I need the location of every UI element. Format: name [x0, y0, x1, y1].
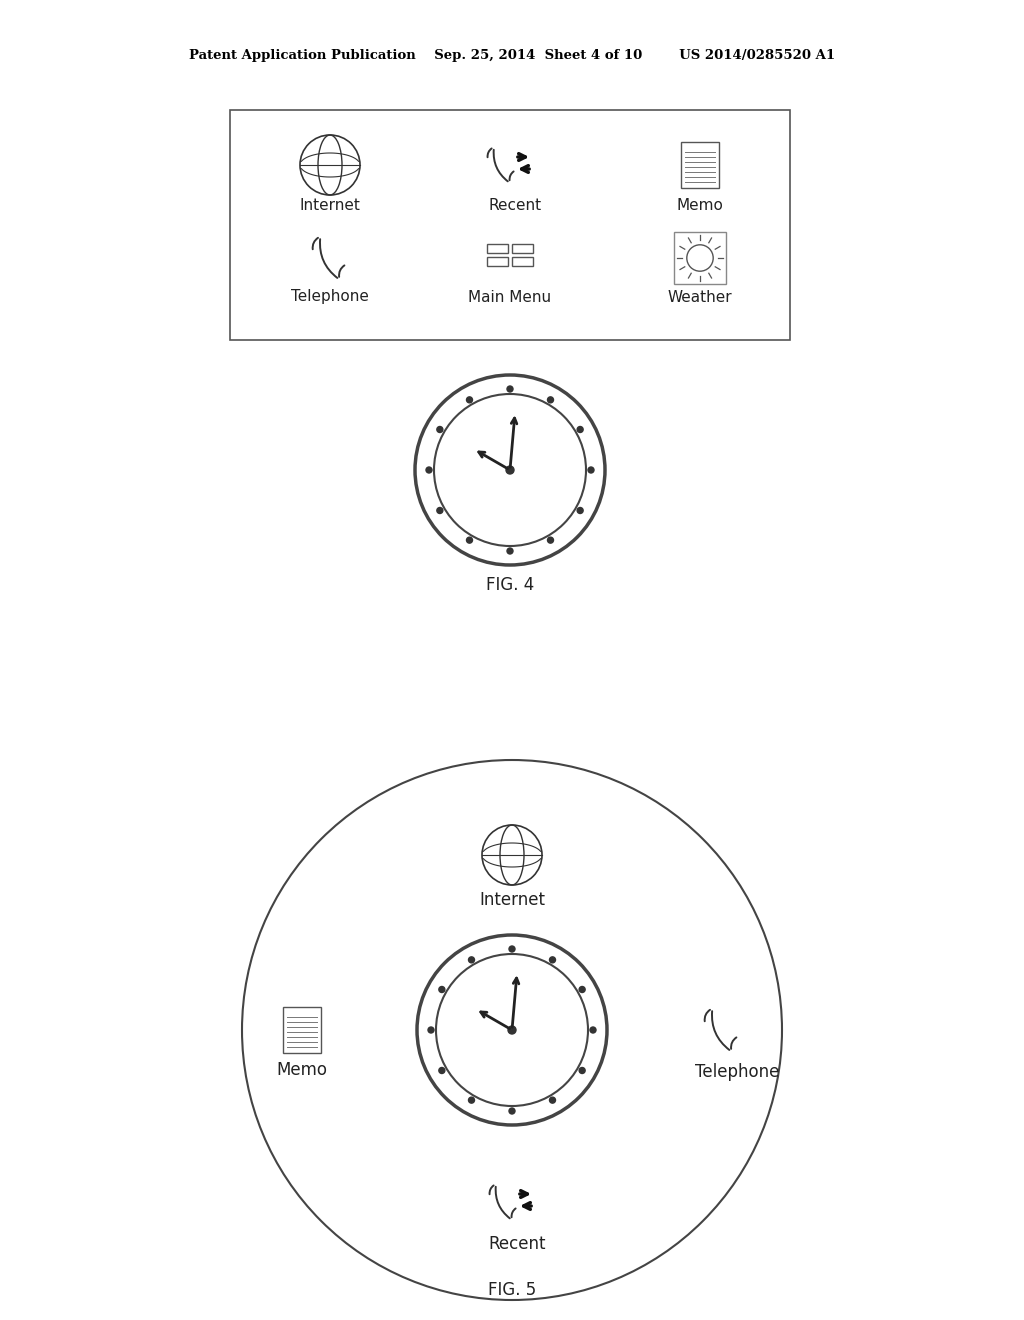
- Circle shape: [467, 537, 472, 543]
- Text: Patent Application Publication    Sep. 25, 2014  Sheet 4 of 10        US 2014/02: Patent Application Publication Sep. 25, …: [189, 49, 835, 62]
- Circle shape: [548, 397, 554, 403]
- Bar: [512, 244, 534, 253]
- Circle shape: [578, 507, 583, 513]
- Circle shape: [508, 1026, 516, 1034]
- Text: FIG. 4: FIG. 4: [485, 576, 535, 594]
- Text: FIG. 5: FIG. 5: [487, 1280, 537, 1299]
- Circle shape: [437, 507, 442, 513]
- Circle shape: [509, 1107, 515, 1114]
- Bar: [512, 257, 534, 267]
- Text: Recent: Recent: [488, 198, 542, 213]
- Circle shape: [437, 426, 442, 433]
- Bar: [487, 257, 508, 267]
- Circle shape: [590, 1027, 596, 1034]
- Circle shape: [469, 1097, 474, 1104]
- Circle shape: [439, 1068, 444, 1073]
- Circle shape: [506, 466, 514, 474]
- Bar: [681, 143, 719, 187]
- Circle shape: [580, 1068, 585, 1073]
- Circle shape: [580, 986, 585, 993]
- Text: Main Menu: Main Menu: [468, 289, 552, 305]
- Bar: [487, 244, 508, 253]
- Circle shape: [507, 385, 513, 392]
- Text: Memo: Memo: [677, 198, 723, 213]
- Text: Telephone: Telephone: [695, 1063, 779, 1081]
- Circle shape: [548, 537, 554, 543]
- Text: Memo: Memo: [276, 1061, 328, 1078]
- Bar: [283, 1007, 321, 1053]
- Text: Internet: Internet: [300, 198, 360, 213]
- Circle shape: [467, 397, 472, 403]
- Circle shape: [428, 1027, 434, 1034]
- Circle shape: [439, 986, 444, 993]
- Bar: [674, 231, 726, 284]
- Circle shape: [588, 467, 594, 473]
- Bar: [230, 110, 790, 341]
- Circle shape: [426, 467, 432, 473]
- Text: Recent: Recent: [488, 1236, 546, 1253]
- Circle shape: [550, 1097, 555, 1104]
- Circle shape: [509, 946, 515, 952]
- Circle shape: [507, 548, 513, 554]
- Text: Weather: Weather: [668, 289, 732, 305]
- Circle shape: [578, 426, 583, 433]
- Circle shape: [550, 957, 555, 962]
- Text: Internet: Internet: [479, 891, 545, 909]
- Text: Telephone: Telephone: [291, 289, 369, 305]
- Circle shape: [469, 957, 474, 962]
